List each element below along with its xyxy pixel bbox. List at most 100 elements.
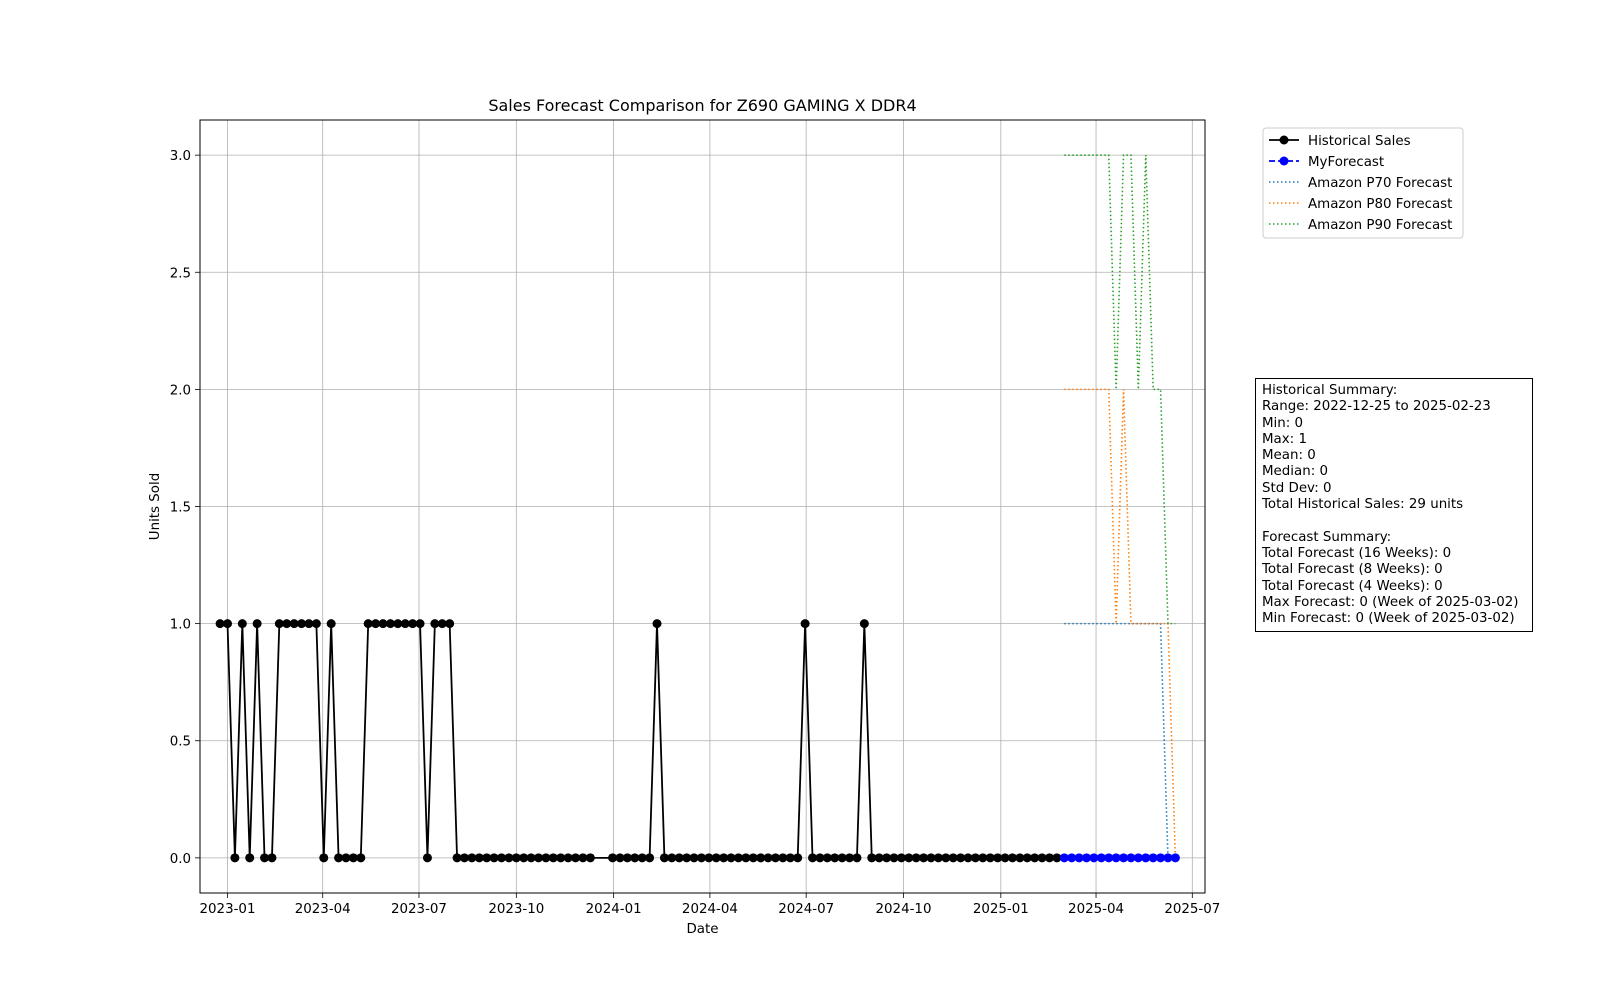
- data-point: [363, 619, 373, 629]
- legend-item: MyForecast: [1269, 155, 1384, 170]
- data-point: [733, 853, 743, 863]
- data-point: [489, 853, 499, 863]
- legend-label: Amazon P90 Forecast: [1308, 218, 1452, 233]
- data-point: [704, 853, 714, 863]
- x-tick-label: 2023-04: [295, 902, 351, 917]
- data-point: [237, 619, 247, 629]
- data-point: [230, 853, 240, 863]
- data-point: [571, 853, 581, 863]
- legend-item: Amazon P90 Forecast: [1269, 218, 1452, 233]
- data-point: [319, 853, 329, 863]
- data-point: [511, 853, 521, 863]
- data-point: [778, 853, 788, 863]
- data-point: [815, 853, 825, 863]
- data-point: [837, 853, 847, 863]
- data-point: [467, 853, 477, 863]
- legend-item: Amazon P80 Forecast: [1269, 197, 1452, 212]
- data-point: [1148, 853, 1158, 863]
- data-point: [822, 853, 832, 863]
- data-point: [956, 853, 966, 863]
- data-point: [911, 853, 921, 863]
- x-axis-label: Date: [686, 922, 718, 937]
- data-point: [785, 853, 795, 863]
- data-point: [993, 853, 1003, 863]
- data-point: [371, 619, 381, 629]
- y-tick-label: 0.5: [170, 735, 191, 750]
- x-axis: 2023-01 2023-04 2023-07 2023-10 2024-01 2024-…: [200, 893, 1220, 917]
- summary-line: Range: 2022-12-25 to 2025-02-23: [1262, 399, 1491, 415]
- data-point: [719, 853, 729, 863]
- x-tick-label: 2025-07: [1164, 902, 1220, 917]
- data-point: [859, 619, 869, 629]
- data-point: [585, 853, 595, 863]
- data-point: [289, 619, 299, 629]
- data-point: [311, 619, 321, 629]
- data-point: [933, 853, 943, 863]
- data-point: [615, 853, 625, 863]
- y-tick-label: 1.0: [170, 618, 191, 633]
- data-point: [659, 853, 669, 863]
- data-point: [223, 619, 233, 629]
- data-point: [711, 853, 721, 863]
- x-tick-label: 2025-04: [1068, 902, 1124, 917]
- data-point: [408, 619, 418, 629]
- series-myforecast: [1059, 853, 1180, 863]
- data-point: [393, 619, 403, 629]
- data-point: [978, 853, 988, 863]
- x-tick-label: 2023-01: [200, 902, 256, 917]
- data-point: [867, 853, 877, 863]
- summary-line: Total Historical Sales: 29 units: [1262, 497, 1464, 513]
- data-point: [682, 853, 692, 863]
- data-point: [1052, 853, 1062, 863]
- y-tick-label: 0.0: [170, 852, 191, 867]
- data-point: [689, 853, 699, 863]
- summary-line: Historical Summary:: [1262, 383, 1398, 398]
- legend-item: Historical Sales: [1269, 134, 1411, 149]
- data-point: [1156, 853, 1166, 863]
- data-point: [896, 853, 906, 863]
- data-point: [904, 853, 914, 863]
- data-point: [1119, 853, 1129, 863]
- data-point: [770, 853, 780, 863]
- data-point: [963, 853, 973, 863]
- data-point: [1104, 853, 1114, 863]
- data-point: [563, 853, 573, 863]
- legend-marker: [1279, 135, 1289, 145]
- data-point: [459, 853, 469, 863]
- summary-spacer: [1262, 513, 1526, 529]
- summary-box: Historical Summary: Range: 2022-12-25 to …: [1255, 378, 1533, 633]
- x-tick-label: 2024-10: [876, 902, 932, 917]
- data-point: [793, 853, 803, 863]
- data-point: [674, 853, 684, 863]
- data-point: [1163, 853, 1173, 863]
- summary-line: Min Forecast: 0 (Week of 2025-03-02): [1262, 611, 1515, 627]
- data-point: [948, 853, 958, 863]
- data-point: [637, 853, 647, 863]
- data-point: [1082, 853, 1092, 863]
- data-point: [889, 853, 899, 863]
- data-point: [252, 619, 262, 629]
- data-point: [260, 853, 270, 863]
- data-point: [519, 853, 529, 863]
- data-point: [267, 853, 277, 863]
- legend: Historical Sales MyForecast Amazon P70 For…: [1262, 127, 1464, 239]
- data-point: [556, 853, 566, 863]
- data-point: [334, 853, 344, 863]
- data-point: [385, 619, 395, 629]
- x-tick-label: 2024-04: [682, 902, 738, 917]
- data-point: [274, 619, 284, 629]
- series-amazon-p80-forecast: [1064, 388, 1177, 858]
- x-tick-label: 2023-07: [391, 902, 447, 917]
- data-point: [652, 619, 662, 629]
- y-tick-label: 1.5: [170, 501, 191, 516]
- data-point: [726, 853, 736, 863]
- data-point: [422, 853, 432, 863]
- data-point: [1044, 853, 1054, 863]
- data-point: [1074, 853, 1084, 863]
- y-axis-label: Units Sold: [148, 473, 163, 540]
- data-point: [304, 619, 314, 629]
- data-point: [970, 853, 980, 863]
- data-point: [348, 853, 358, 863]
- data-point: [415, 619, 425, 629]
